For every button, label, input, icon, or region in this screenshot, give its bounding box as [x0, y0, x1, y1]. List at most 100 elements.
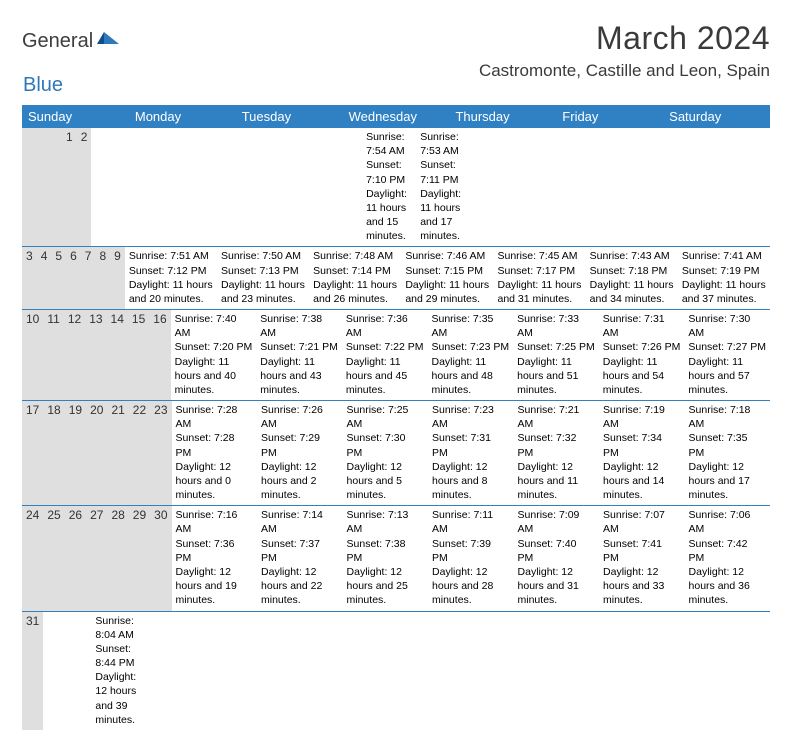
day-number: 15: [128, 310, 149, 400]
calendar-week: 3456789 Sunrise: 7:51 AMSunset: 7:12 PM Da…: [22, 247, 770, 310]
day-header: Wednesday: [343, 105, 450, 128]
day-number: 1: [62, 128, 77, 246]
day-number: 30: [150, 506, 171, 610]
day-detail-line: Sunrise: 7:18 AM: [689, 403, 767, 431]
daybody-band: Sunrise: 7:40 AMSunset: 7:20 PMDaylight:…: [171, 310, 770, 400]
day-detail-line: Sunset: 7:41 PM: [603, 537, 681, 565]
day-detail-line: Daylight: 11 hours and 31 minutes.: [498, 278, 582, 306]
day-number: [46, 128, 54, 246]
day-detail-line: Daylight: 12 hours and 2 minutes.: [261, 460, 339, 503]
day-number: 8: [95, 247, 110, 309]
day-number: 5: [51, 247, 66, 309]
day-number: [54, 128, 62, 246]
day-cell-body: [91, 128, 145, 246]
day-number: 17: [22, 401, 43, 505]
day-cell-body: Sunrise: 7:38 AMSunset: 7:21 PMDaylight:…: [256, 310, 342, 400]
day-number: 10: [22, 310, 43, 400]
day-detail-line: Daylight: 12 hours and 17 minutes.: [689, 460, 767, 503]
day-number: 24: [22, 506, 43, 610]
day-detail-line: Daylight: 12 hours and 31 minutes.: [518, 565, 596, 608]
day-detail-line: Sunrise: 7:35 AM: [432, 312, 510, 340]
day-detail-line: Sunset: 7:12 PM: [129, 264, 213, 278]
title-block: March 2024 Castromonte, Castille and Leo…: [479, 20, 770, 81]
day-cell-body: Sunrise: 8:04 AMSunset: 8:44 PMDaylight:…: [91, 612, 140, 730]
day-number: 29: [129, 506, 150, 610]
day-detail-line: Sunrise: 7:50 AM: [221, 249, 305, 263]
day-cell-body: Sunrise: 7:28 AMSunset: 7:28 PMDaylight:…: [172, 401, 258, 505]
day-cell-body: Sunrise: 7:16 AMSunset: 7:36 PMDaylight:…: [172, 506, 258, 610]
day-cell-body: Sunrise: 7:51 AMSunset: 7:12 PMDaylight:…: [125, 247, 217, 309]
day-detail-line: Daylight: 12 hours and 8 minutes.: [432, 460, 510, 503]
day-detail-line: Sunset: 7:10 PM: [366, 158, 412, 186]
day-detail-line: Sunrise: 7:23 AM: [432, 403, 510, 431]
day-detail-line: Sunset: 7:13 PM: [221, 264, 305, 278]
day-detail-line: Daylight: 12 hours and 14 minutes.: [603, 460, 681, 503]
day-number: 16: [149, 310, 170, 400]
day-cell-body: [254, 128, 308, 246]
day-number: [38, 128, 46, 246]
day-detail-line: Sunrise: 7:30 AM: [688, 312, 766, 340]
flag-icon: [95, 28, 121, 53]
day-number: 12: [64, 310, 85, 400]
day-detail-line: Sunrise: 7:36 AM: [346, 312, 424, 340]
day-detail-line: Sunset: 7:11 PM: [420, 158, 466, 186]
day-detail-line: Sunrise: 7:51 AM: [129, 249, 213, 263]
day-number: 20: [86, 401, 107, 505]
calendar: SundayMondayTuesdayWednesdayThursdayFrid…: [22, 105, 770, 730]
day-detail-line: Daylight: 12 hours and 28 minutes.: [432, 565, 510, 608]
day-cell-body: Sunrise: 7:25 AMSunset: 7:30 PMDaylight:…: [343, 401, 429, 505]
day-detail-line: Daylight: 11 hours and 51 minutes.: [517, 355, 595, 398]
day-detail-line: Sunset: 7:14 PM: [313, 264, 397, 278]
daynum-band: 10111213141516: [22, 310, 171, 400]
day-cell-body: Sunrise: 7:09 AMSunset: 7:40 PMDaylight:…: [514, 506, 600, 610]
daynum-band: 31: [22, 612, 91, 730]
day-detail-line: Sunrise: 7:21 AM: [518, 403, 596, 431]
day-detail-line: Daylight: 11 hours and 54 minutes.: [603, 355, 681, 398]
daybody-band: Sunrise: 8:04 AMSunset: 8:44 PMDaylight:…: [91, 612, 309, 730]
daybody-band: Sunrise: 7:51 AMSunset: 7:12 PM Daylight:…: [125, 247, 770, 309]
day-cell-body: Sunrise: 7:41 AMSunset: 7:19 PMDaylight:…: [678, 247, 770, 309]
day-detail-line: Sunrise: 7:06 AM: [689, 508, 767, 536]
day-number: 4: [37, 247, 52, 309]
day-detail-line: Daylight: 11 hours and 34 minutes.: [590, 278, 674, 306]
day-detail-line: Sunrise: 7:33 AM: [517, 312, 595, 340]
day-cell-body: [146, 128, 200, 246]
day-cell-body: Sunrise: 7:48 AMSunset: 7:14 PMDaylight:…: [309, 247, 401, 309]
day-detail-line: Sunrise: 7:14 AM: [261, 508, 339, 536]
day-detail-line: Sunset: 7:30 PM: [347, 431, 425, 459]
day-detail-line: Sunrise: 7:48 AM: [313, 249, 397, 263]
day-detail-line: Daylight: 12 hours and 25 minutes.: [347, 565, 425, 608]
location-subtitle: Castromonte, Castille and Leon, Spain: [479, 61, 770, 81]
day-detail-line: Sunrise: 7:31 AM: [603, 312, 681, 340]
day-detail-line: Sunset: 7:22 PM: [346, 340, 424, 354]
day-number: 13: [85, 310, 106, 400]
logo-text-general: General: [22, 31, 93, 51]
day-cell-body: Sunrise: 7:26 AMSunset: 7:29 PMDaylight:…: [257, 401, 343, 505]
day-detail-line: Sunrise: 7:53 AM: [420, 130, 466, 158]
day-header: Sunday: [22, 105, 129, 128]
day-number: [59, 612, 67, 730]
day-cell-body: Sunrise: 7:43 AMSunset: 7:18 PMDaylight:…: [586, 247, 678, 309]
calendar-week: 17181920212223Sunrise: 7:28 AMSunset: 7:…: [22, 401, 770, 506]
day-number: 27: [86, 506, 107, 610]
day-cell-body: Sunrise: 7:50 AMSunset: 7:13 PMDaylight:…: [217, 247, 309, 309]
day-header: Monday: [129, 105, 236, 128]
day-detail-line: Daylight: 12 hours and 22 minutes.: [261, 565, 339, 608]
day-number: 9: [110, 247, 125, 309]
day-number: 31: [22, 612, 43, 730]
day-cell-body: Sunrise: 7:54 AMSunset: 7:10 PMDaylight:…: [362, 128, 416, 246]
day-cell-body: [140, 612, 168, 730]
day-detail-line: Sunset: 7:21 PM: [260, 340, 338, 354]
day-cell-body: Sunrise: 7:33 AMSunset: 7:25 PMDaylight:…: [513, 310, 599, 400]
daynum-band: 12: [22, 128, 91, 246]
calendar-week: 24252627282930Sunrise: 7:16 AMSunset: 7:…: [22, 506, 770, 611]
day-detail-line: Sunrise: 7:28 AM: [176, 403, 254, 431]
daynum-band: 3456789: [22, 247, 125, 309]
day-detail-line: Sunrise: 7:41 AM: [682, 249, 766, 263]
daybody-band: Sunrise: 7:28 AMSunset: 7:28 PMDaylight:…: [172, 401, 770, 505]
day-cell-body: Sunrise: 7:19 AMSunset: 7:34 PMDaylight:…: [599, 401, 685, 505]
day-headers-row: SundayMondayTuesdayWednesdayThursdayFrid…: [22, 105, 770, 128]
daybody-band: Sunrise: 7:54 AMSunset: 7:10 PMDaylight:…: [91, 128, 470, 246]
day-cell-body: Sunrise: 7:07 AMSunset: 7:41 PMDaylight:…: [599, 506, 685, 610]
day-cell-body: Sunrise: 7:35 AMSunset: 7:23 PMDaylight:…: [428, 310, 514, 400]
